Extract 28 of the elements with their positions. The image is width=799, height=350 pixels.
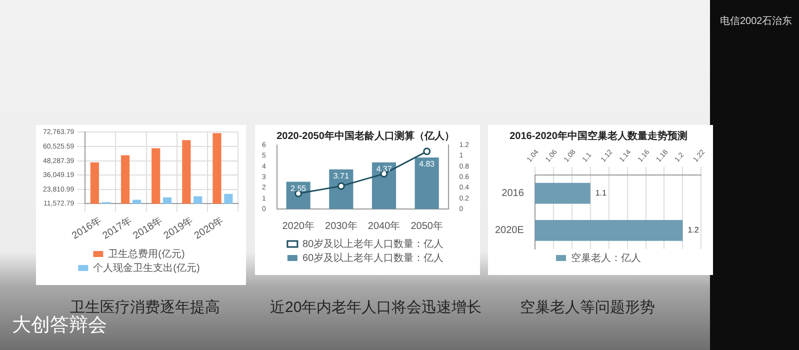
data-label: 1.1 <box>595 188 608 198</box>
legend-label: 60岁及以上老年人口数量：亿人 <box>302 252 444 264</box>
bar <box>372 162 396 209</box>
point <box>423 148 431 156</box>
text: 电信2002石治东 <box>720 14 792 28</box>
x-tick-label: 2040年 <box>368 220 400 232</box>
point <box>337 182 345 190</box>
legend-label: 个人现金卫生支出(亿元) <box>93 262 200 274</box>
legend-label: 卫生总费用(亿元) <box>108 248 185 260</box>
legend-label: 80岁及以上老年人口数量：亿人 <box>302 238 444 250</box>
chart-title: 2020-2050年中国老龄人口测算（亿人） <box>276 130 454 142</box>
x-tick-label: 2020年 <box>282 220 314 232</box>
y-tick-label: 2020E <box>494 225 524 236</box>
text: 近20年内老年人口将会迅速增长 <box>270 298 482 317</box>
data-label: 3.71 <box>333 172 350 181</box>
bar <box>329 169 354 209</box>
bar <box>414 157 439 209</box>
data-label: 2.55 <box>290 184 307 194</box>
y-tick-label: 2016 <box>502 188 524 200</box>
legend-label: 空巢老人：亿人 <box>571 252 641 264</box>
x-tick-label: 2030年 <box>325 220 358 232</box>
text: 卫生医疗消费逐年提高 <box>70 298 220 316</box>
data-label: 4.83 <box>419 160 436 169</box>
x-tick-label: 2050年 <box>410 220 443 232</box>
text: 大创答辩会 <box>12 314 107 338</box>
chart-title: 2016-2020年中国空巢老人数量走势预测 <box>510 130 688 142</box>
data-label: 4.37 <box>376 164 392 174</box>
text: 空巢老人等问题形势 <box>520 298 655 317</box>
